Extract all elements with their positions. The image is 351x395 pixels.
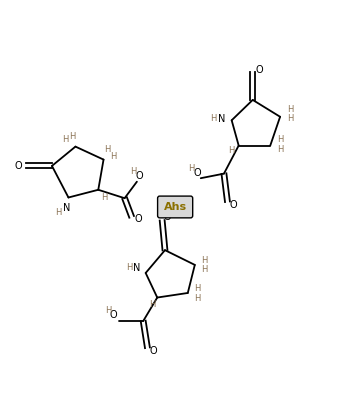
- Text: H: H: [149, 300, 155, 309]
- Text: O: O: [230, 199, 238, 209]
- Text: N: N: [63, 203, 71, 213]
- Text: H: H: [188, 164, 194, 173]
- Text: H: H: [278, 145, 284, 154]
- Text: O: O: [15, 161, 22, 171]
- Text: H: H: [110, 152, 117, 161]
- Text: H: H: [278, 135, 284, 144]
- Text: O: O: [193, 168, 201, 178]
- Text: O: O: [255, 65, 263, 75]
- Text: O: O: [164, 212, 171, 222]
- Text: H: H: [55, 208, 61, 217]
- Text: H: H: [201, 256, 208, 265]
- Text: H: H: [104, 145, 110, 154]
- Text: N: N: [218, 113, 226, 124]
- Text: O: O: [135, 214, 143, 224]
- FancyBboxPatch shape: [158, 196, 193, 218]
- Text: Ahs: Ahs: [164, 202, 187, 212]
- Text: H: H: [287, 114, 294, 123]
- Text: N: N: [133, 263, 141, 273]
- Text: H: H: [62, 135, 68, 144]
- Text: H: H: [194, 284, 201, 293]
- Text: H: H: [105, 306, 111, 315]
- Text: O: O: [110, 310, 117, 320]
- Text: H: H: [229, 146, 235, 155]
- Text: H: H: [69, 132, 75, 141]
- Text: H: H: [201, 265, 208, 274]
- Text: H: H: [126, 263, 132, 272]
- Text: H: H: [287, 105, 294, 113]
- Text: O: O: [150, 346, 158, 356]
- Text: H: H: [210, 114, 217, 123]
- Text: H: H: [101, 193, 108, 202]
- Text: H: H: [194, 294, 201, 303]
- Text: O: O: [136, 171, 144, 181]
- Text: H: H: [130, 167, 137, 177]
